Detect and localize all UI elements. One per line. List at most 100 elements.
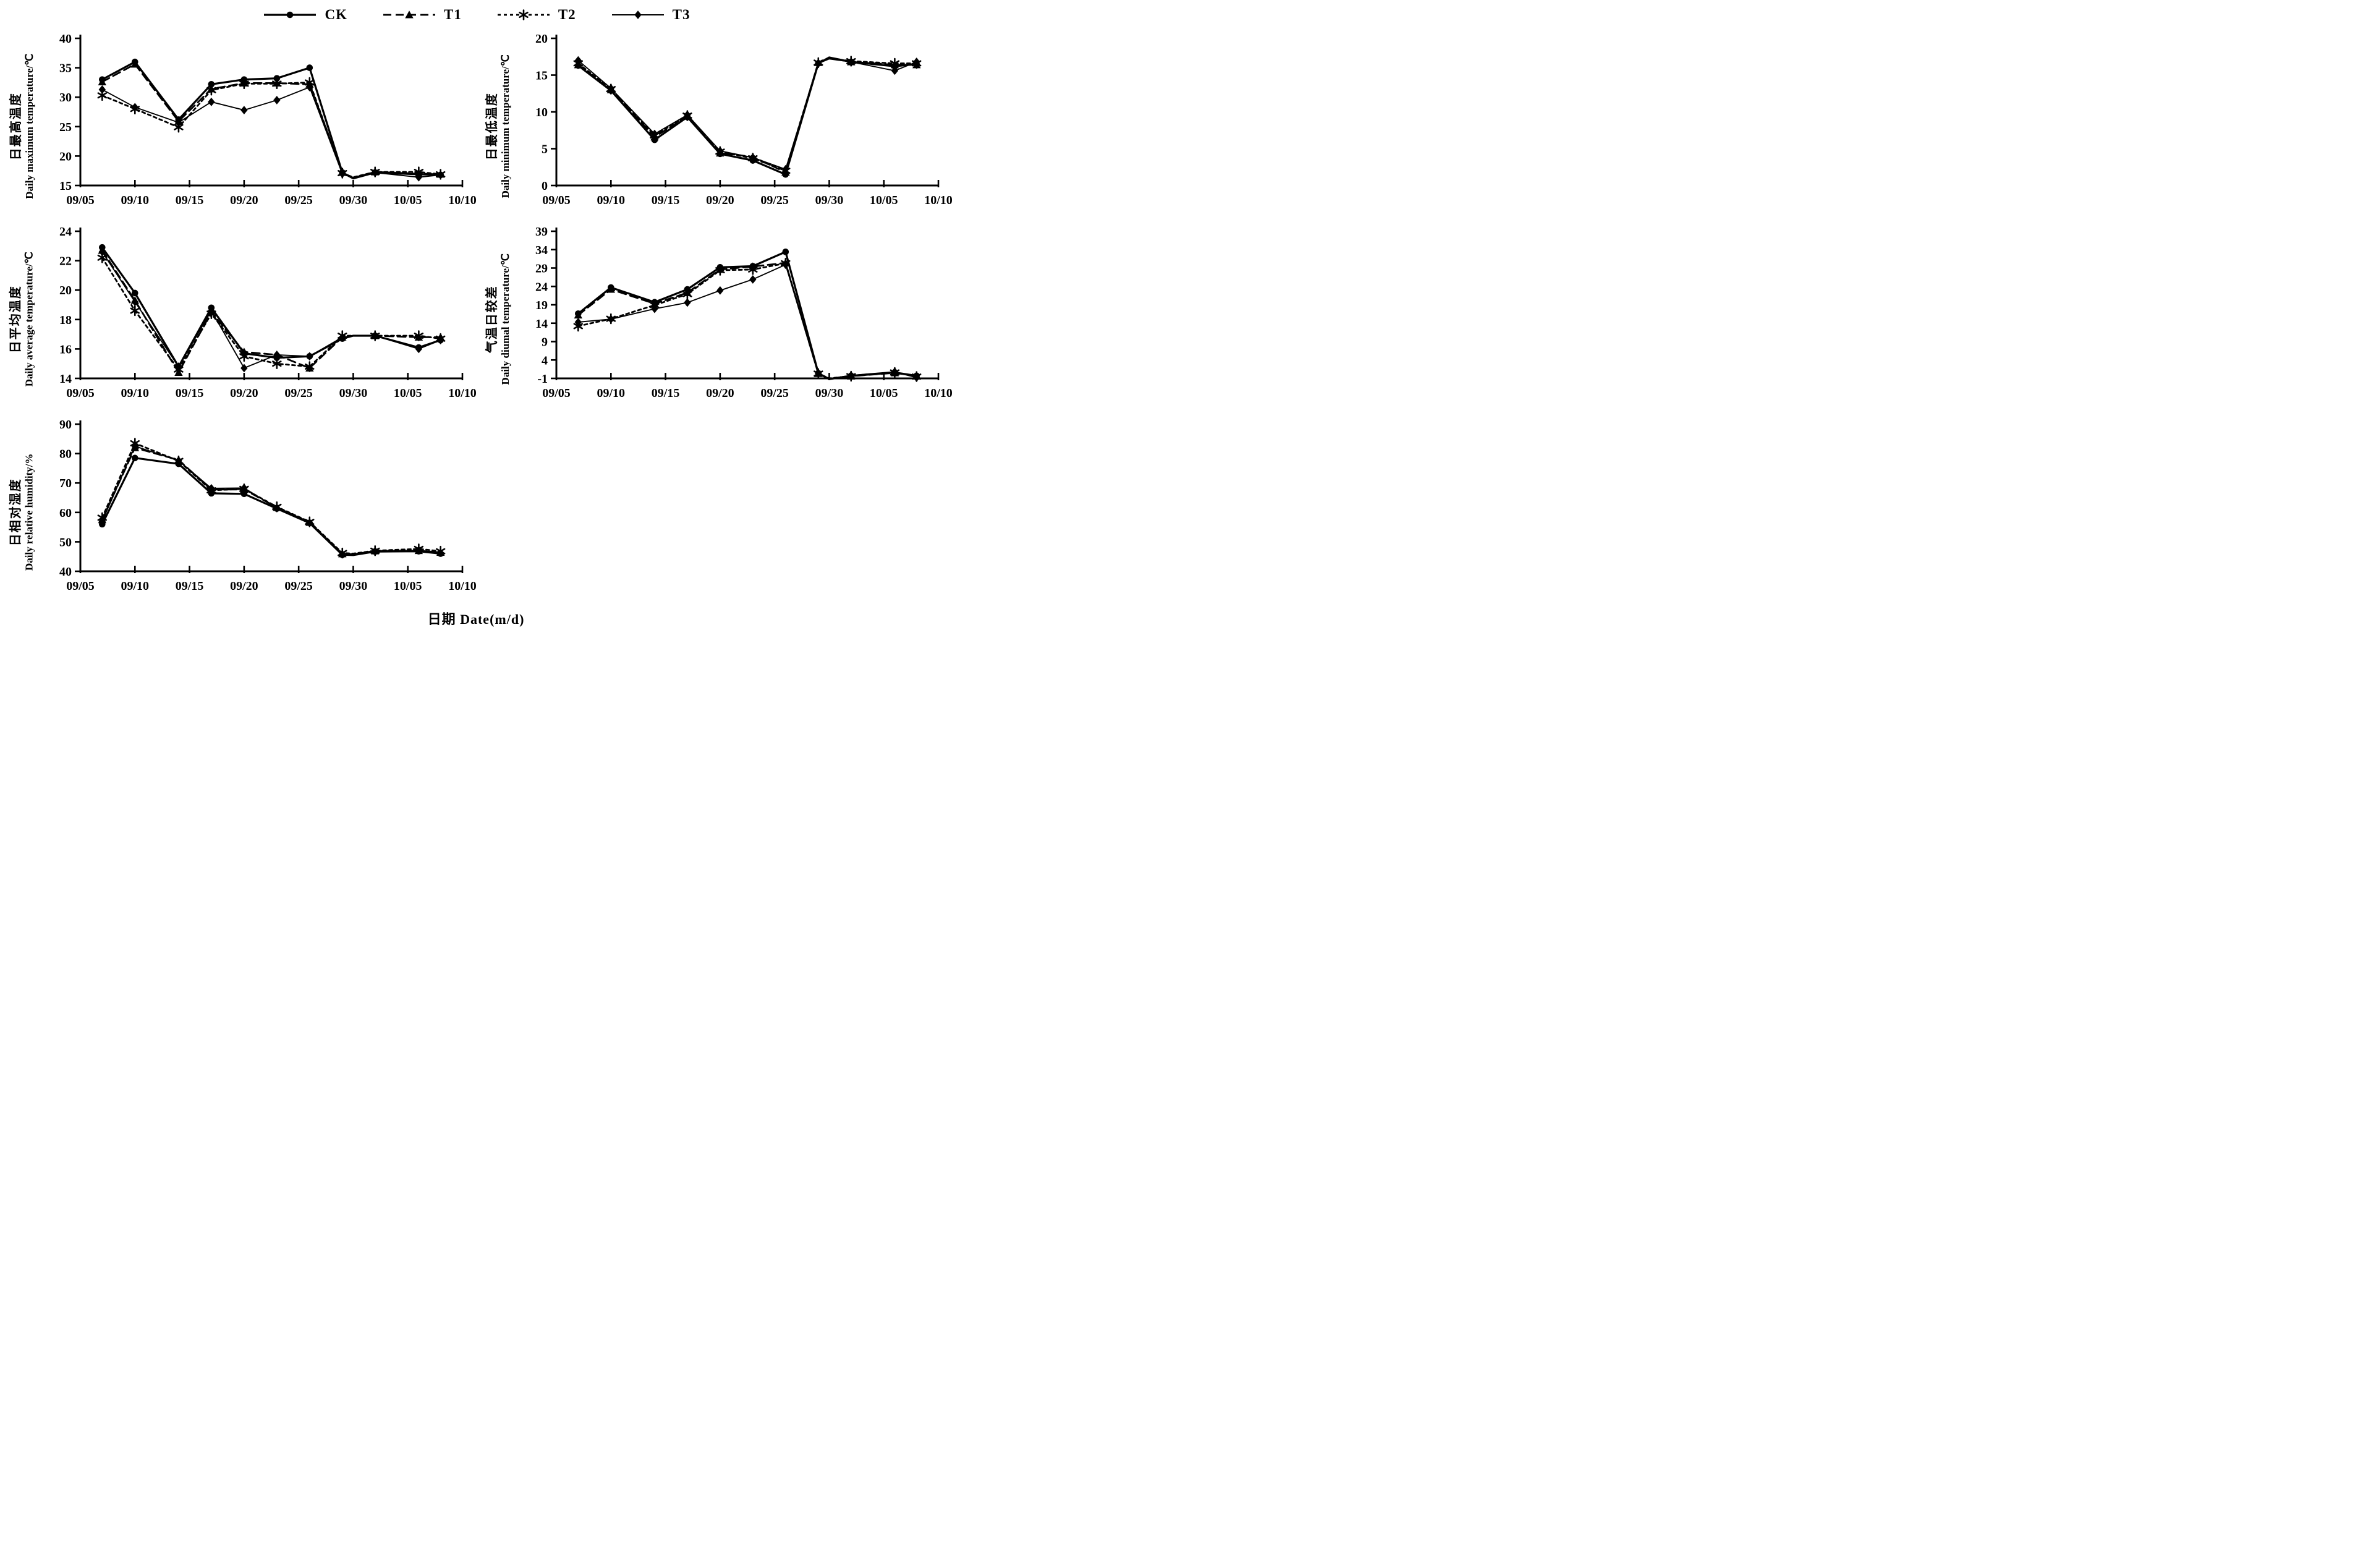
- legend-label: T3: [672, 7, 691, 22]
- svg-text:40: 40: [59, 32, 72, 46]
- svg-text:10/05: 10/05: [394, 194, 422, 207]
- svg-text:10/05: 10/05: [394, 386, 422, 400]
- svg-text:90: 90: [59, 418, 72, 432]
- y-axis-label: 日相对湿度 Daily relative humidity/%: [0, 415, 45, 608]
- svg-text:09/15: 09/15: [176, 386, 204, 400]
- svg-text:25: 25: [59, 121, 72, 134]
- svg-text:22: 22: [59, 255, 72, 268]
- svg-text:09/30: 09/30: [815, 194, 844, 207]
- y-axis-label: 日最高温度 Daily maximum temperature/℃: [0, 30, 45, 223]
- svg-text:09/25: 09/25: [284, 386, 313, 400]
- svg-text:09/30: 09/30: [339, 194, 368, 207]
- legend-item-t2: T2: [495, 6, 576, 23]
- svg-text:14: 14: [59, 372, 72, 386]
- svg-text:09/15: 09/15: [652, 386, 680, 400]
- svg-text:09/05: 09/05: [66, 579, 95, 593]
- y-axis-label-cn: 日最高温度: [9, 92, 23, 160]
- svg-text:10/10: 10/10: [448, 579, 476, 593]
- svg-text:09/10: 09/10: [597, 194, 626, 207]
- svg-text:09/05: 09/05: [66, 194, 95, 207]
- empty-cell: [476, 415, 952, 608]
- svg-text:29: 29: [535, 262, 548, 276]
- svg-text:15: 15: [59, 179, 72, 193]
- svg-text:09/25: 09/25: [760, 194, 789, 207]
- asterisk-marker-icon: [497, 9, 550, 20]
- y-axis-label-cn: 日相对湿度: [9, 478, 23, 546]
- svg-text:10/05: 10/05: [870, 386, 898, 400]
- svg-text:10/10: 10/10: [448, 386, 476, 400]
- svg-text:10/05: 10/05: [394, 579, 422, 593]
- svg-text:09/20: 09/20: [706, 386, 734, 400]
- legend-item-ck: CK: [261, 6, 347, 23]
- svg-text:4: 4: [542, 354, 548, 367]
- svg-text:20: 20: [59, 150, 72, 163]
- svg-text:80: 80: [59, 448, 72, 461]
- svg-text:39: 39: [535, 225, 548, 239]
- chart-daily-relative-humidity: 日相对湿度 Daily relative humidity/% 40 50 60 70…: [0, 415, 476, 608]
- svg-text:09/15: 09/15: [176, 194, 204, 207]
- y-axis-label: 日最低温度 Daily minimum temperature/℃: [476, 30, 521, 223]
- svg-text:09/20: 09/20: [230, 194, 258, 207]
- daily-minimum-temperature-plot: 0 5 10 15 20 09/05 09/10 09/15 09/20 09/25 09/30 10…: [535, 32, 952, 207]
- svg-text:09/10: 09/10: [121, 579, 150, 593]
- svg-text:10: 10: [535, 106, 548, 119]
- y-axis-label-en: Daily diumal temperature/℃: [499, 253, 511, 385]
- y-axis-label: 气温日较差 Daily diumal temperature/℃: [476, 223, 521, 415]
- svg-text:09/05: 09/05: [542, 386, 571, 400]
- svg-text:20: 20: [535, 32, 548, 46]
- svg-text:10/10: 10/10: [448, 194, 476, 207]
- y-axis-label-cn: 气温日较差: [485, 284, 499, 353]
- svg-text:09/20: 09/20: [706, 194, 734, 207]
- legend-label: T1: [443, 7, 462, 22]
- svg-text:09/25: 09/25: [284, 579, 313, 593]
- svg-text:10/10: 10/10: [924, 194, 952, 207]
- y-axis-label-cn: 日最低温度: [485, 92, 499, 160]
- y-axis-label-en: Daily average temperature/℃: [23, 251, 35, 386]
- svg-text:09/05: 09/05: [66, 386, 95, 400]
- svg-text:18: 18: [59, 313, 72, 327]
- svg-text:09/30: 09/30: [815, 386, 844, 400]
- svg-text:09/20: 09/20: [230, 386, 258, 400]
- svg-text:35: 35: [59, 62, 72, 75]
- daily-relative-humidity-plot: 40 50 60 70 80 90 09/05 09/10 09/15 09/20 09/25 09/…: [59, 418, 476, 593]
- svg-text:09/25: 09/25: [284, 194, 313, 207]
- y-axis-label-en: Daily relative humidity/%: [23, 453, 35, 571]
- svg-text:09/10: 09/10: [121, 386, 150, 400]
- svg-text:10/05: 10/05: [870, 194, 898, 207]
- daily-diurnal-temperature-plot: -1 4 9 14 19 24 29 34 39 09/05 09/10 09/15 09/20 09/2…: [535, 225, 952, 400]
- svg-text:10/10: 10/10: [924, 386, 952, 400]
- chart-daily-diurnal-temperature: 气温日较差 Daily diumal temperature/℃ -1 4 9 14 1…: [476, 223, 952, 415]
- svg-text:14: 14: [535, 317, 548, 331]
- legend-label: CK: [325, 7, 347, 22]
- svg-text:24: 24: [59, 225, 72, 239]
- svg-text:15: 15: [535, 69, 548, 83]
- legend-label: T2: [558, 7, 576, 22]
- svg-text:16: 16: [59, 343, 72, 356]
- chart-daily-maximum-temperature: 日最高温度 Daily maximum temperature/℃ 15 20 25…: [0, 30, 476, 223]
- climate-figure: CK T1 T2 T3 日最高温度 Daily maximum temperat…: [0, 0, 952, 629]
- legend-item-t1: T1: [381, 6, 462, 23]
- svg-text:50: 50: [59, 535, 72, 549]
- svg-text:-1: -1: [537, 372, 548, 386]
- chart-grid: 日最高温度 Daily maximum temperature/℃ 15 20 25…: [0, 30, 952, 608]
- svg-text:40: 40: [59, 565, 72, 579]
- legend: CK T1 T2 T3: [0, 0, 952, 30]
- y-axis-label-en: Daily minimum temperature/℃: [499, 54, 511, 198]
- svg-text:34: 34: [535, 244, 548, 257]
- daily-maximum-temperature-plot: 15 20 25 30 35 40 09/05 09/10 09/15 09/20 09/25 09/…: [59, 32, 476, 207]
- y-axis-label-en: Daily maximum temperature/℃: [23, 53, 35, 199]
- y-axis-label: 日平均温度 Daily average temperature/℃: [0, 223, 45, 415]
- svg-text:60: 60: [59, 506, 72, 520]
- svg-text:24: 24: [535, 280, 548, 294]
- svg-text:09/15: 09/15: [176, 579, 204, 593]
- svg-text:09/30: 09/30: [339, 386, 368, 400]
- x-axis-label: 日期 Date(m/d): [427, 611, 525, 627]
- svg-text:70: 70: [59, 477, 72, 490]
- chart-daily-average-temperature: 日平均温度 Daily average temperature/℃ 14 16 18…: [0, 223, 476, 415]
- svg-text:30: 30: [59, 91, 72, 104]
- svg-text:09/10: 09/10: [121, 194, 150, 207]
- diamond-marker-icon: [611, 11, 664, 19]
- svg-text:09/20: 09/20: [230, 579, 258, 593]
- svg-text:09/30: 09/30: [339, 579, 368, 593]
- y-axis-label-cn: 日平均温度: [9, 284, 23, 353]
